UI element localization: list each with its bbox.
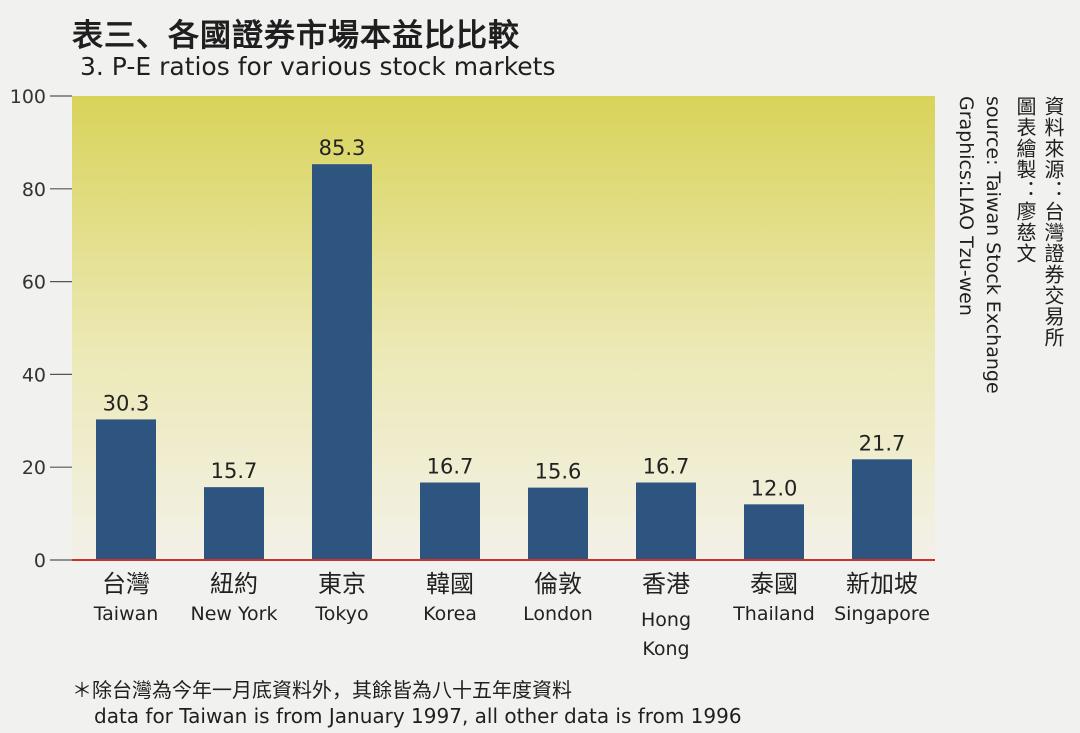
bar-value-label: 15.7 [211, 459, 258, 483]
source-zh: 資料來源：台灣證券交易所 [1041, 96, 1065, 348]
graphics-credit-zh: 圖表繪製：廖慈文 [1013, 96, 1037, 264]
x-label-zh: 新加坡 [846, 570, 918, 598]
bar-korea [420, 482, 480, 560]
bar-value-label: 15.6 [535, 460, 582, 484]
y-tick-label: 60 [22, 272, 46, 294]
bar-new-york [204, 487, 264, 560]
x-label-en: London [523, 603, 593, 625]
source-en: source: Taiwan Stock Exchange [982, 96, 1004, 394]
bar-value-label: 30.3 [103, 391, 150, 415]
x-label-en: Tokyo [314, 603, 368, 625]
x-label-en: Taiwan [93, 603, 159, 625]
bar-value-label: 16.7 [643, 455, 690, 479]
x-label-en: Korea [423, 603, 477, 625]
y-tick-label: 0 [34, 550, 46, 572]
y-tick-label: 80 [22, 179, 46, 201]
x-label-en: Hong [641, 609, 691, 631]
bar-singapore [852, 459, 912, 560]
bar-value-label: 85.3 [319, 136, 366, 160]
bars [96, 164, 912, 560]
y-axis: 0 20 40 60 80 100 [10, 86, 72, 572]
bar-value-label: 16.7 [427, 455, 474, 479]
footnote-zh: ＊除台灣為今年一月底資料外，其餘皆為八十五年度資料 [72, 678, 572, 702]
x-label-en: New York [190, 603, 277, 625]
bar-london [528, 487, 588, 560]
y-tick-label: 100 [10, 86, 46, 108]
bar-value-label: 12.0 [751, 476, 798, 500]
x-label-zh: 紐約 [210, 570, 258, 598]
graphics-credit-en: Graphics:LIAO Tzu-wen [955, 96, 977, 316]
bar-taiwan [96, 419, 156, 560]
x-label-zh: 韓國 [426, 570, 474, 598]
value-labels: 30.3 15.7 85.3 16.7 15.6 16.7 12.0 21.7 [103, 136, 906, 500]
x-label-en: Kong [642, 638, 689, 660]
y-tick-label: 20 [22, 457, 46, 479]
x-label-zh: 東京 [318, 570, 366, 598]
bar-hong-kong [636, 482, 696, 560]
x-label-zh: 倫敦 [534, 570, 582, 598]
bar-value-label: 21.7 [859, 431, 906, 455]
footnote-en: data for Taiwan is from January 1997, al… [94, 704, 742, 728]
chart-title-zh: 表三、各國證券市場本益比比較 [72, 18, 520, 54]
x-label-en: Thailand [732, 603, 815, 625]
x-axis-labels: 台灣 Taiwan 紐約 New York 東京 Tokyo 韓國 Korea 倫敦 London… [93, 570, 930, 660]
x-label-zh: 泰國 [750, 570, 798, 598]
x-label-en: Singapore [834, 603, 930, 625]
x-label-zh: 台灣 [102, 570, 150, 598]
bar-thailand [744, 504, 804, 560]
x-label-zh: 香港 [642, 570, 690, 598]
y-tick-label: 40 [22, 364, 46, 386]
plot-area [72, 96, 935, 560]
bar-tokyo [312, 164, 372, 560]
chart-title-en: 3. P-E ratios for various stock markets [80, 52, 556, 81]
